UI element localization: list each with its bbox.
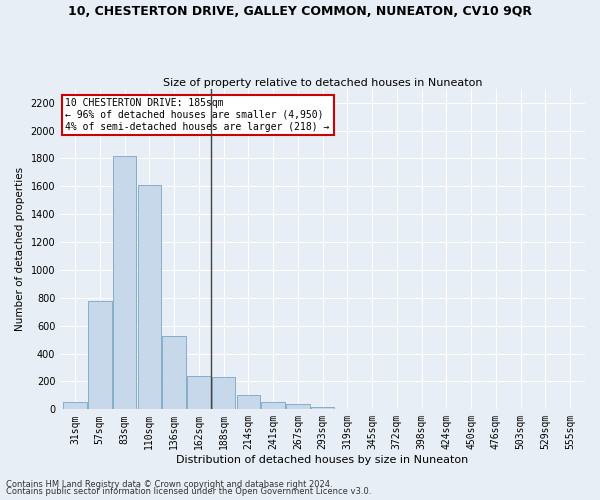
- Text: 10, CHESTERTON DRIVE, GALLEY COMMON, NUNEATON, CV10 9QR: 10, CHESTERTON DRIVE, GALLEY COMMON, NUN…: [68, 5, 532, 18]
- Text: 10 CHESTERTON DRIVE: 185sqm
← 96% of detached houses are smaller (4,950)
4% of s: 10 CHESTERTON DRIVE: 185sqm ← 96% of det…: [65, 98, 330, 132]
- Y-axis label: Number of detached properties: Number of detached properties: [15, 167, 25, 331]
- Title: Size of property relative to detached houses in Nuneaton: Size of property relative to detached ho…: [163, 78, 482, 88]
- Bar: [63, 402, 87, 409]
- Bar: [212, 376, 235, 410]
- Bar: [187, 376, 211, 410]
- Text: Contains public sector information licensed under the Open Government Licence v3: Contains public sector information licen…: [6, 487, 371, 496]
- Bar: [162, 336, 186, 409]
- Bar: [113, 156, 136, 410]
- Text: Contains HM Land Registry data © Crown copyright and database right 2024.: Contains HM Land Registry data © Crown c…: [6, 480, 332, 489]
- Bar: [262, 402, 285, 409]
- Bar: [286, 404, 310, 409]
- Bar: [236, 394, 260, 409]
- Bar: [137, 185, 161, 410]
- Bar: [311, 406, 334, 410]
- Bar: [88, 300, 112, 410]
- X-axis label: Distribution of detached houses by size in Nuneaton: Distribution of detached houses by size …: [176, 455, 469, 465]
